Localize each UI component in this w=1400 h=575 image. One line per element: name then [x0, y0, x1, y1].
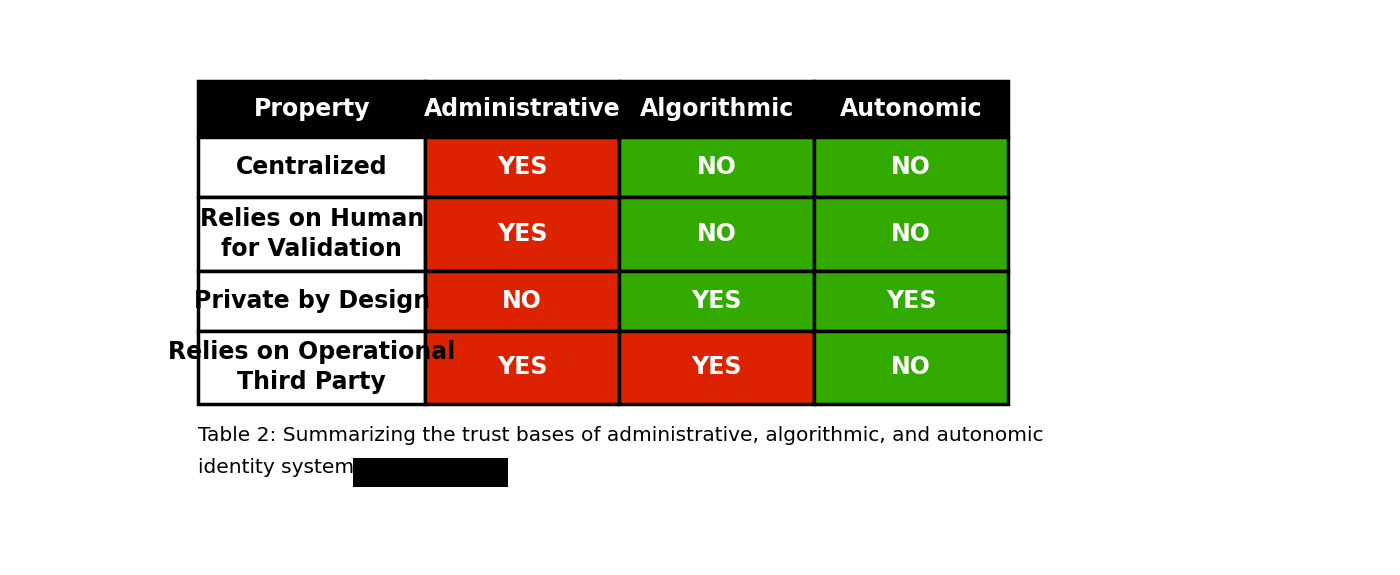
Bar — [619, 81, 813, 137]
Text: YES: YES — [692, 289, 742, 313]
Text: YES: YES — [497, 222, 547, 246]
Text: YES: YES — [886, 289, 937, 313]
Text: YES: YES — [497, 355, 547, 380]
Text: YES: YES — [692, 355, 742, 380]
Bar — [619, 271, 813, 331]
Text: Private by Design: Private by Design — [193, 289, 430, 313]
Text: YES: YES — [497, 155, 547, 179]
Text: NO: NO — [890, 222, 931, 246]
Bar — [426, 331, 619, 404]
Bar — [199, 331, 426, 404]
Text: Algorithmic: Algorithmic — [640, 97, 794, 121]
Bar — [199, 197, 426, 271]
Bar — [813, 197, 1008, 271]
Bar — [199, 271, 426, 331]
Text: Property: Property — [253, 97, 370, 121]
Bar — [619, 137, 813, 197]
Text: Relies on Operational
Third Party: Relies on Operational Third Party — [168, 340, 455, 394]
Text: identity systems: identity systems — [199, 458, 371, 477]
Bar — [619, 197, 813, 271]
Text: Table 2: Summarizing the trust bases of administrative, algorithmic, and autonom: Table 2: Summarizing the trust bases of … — [199, 426, 1044, 444]
Bar — [353, 458, 508, 487]
Bar — [813, 137, 1008, 197]
Bar — [426, 271, 619, 331]
Bar — [813, 271, 1008, 331]
Text: NO: NO — [503, 289, 542, 313]
Text: NO: NO — [697, 155, 736, 179]
Bar — [813, 81, 1008, 137]
Text: Centralized: Centralized — [235, 155, 388, 179]
Bar — [426, 197, 619, 271]
Bar — [426, 81, 619, 137]
Bar — [619, 331, 813, 404]
Bar — [426, 137, 619, 197]
Bar — [199, 137, 426, 197]
Bar — [813, 331, 1008, 404]
Text: NO: NO — [890, 155, 931, 179]
Text: NO: NO — [890, 355, 931, 380]
Text: Relies on Human
for Validation: Relies on Human for Validation — [200, 207, 424, 261]
Text: Autonomic: Autonomic — [840, 97, 983, 121]
Text: Administrative: Administrative — [424, 97, 620, 121]
Bar — [199, 81, 426, 137]
Text: NO: NO — [697, 222, 736, 246]
